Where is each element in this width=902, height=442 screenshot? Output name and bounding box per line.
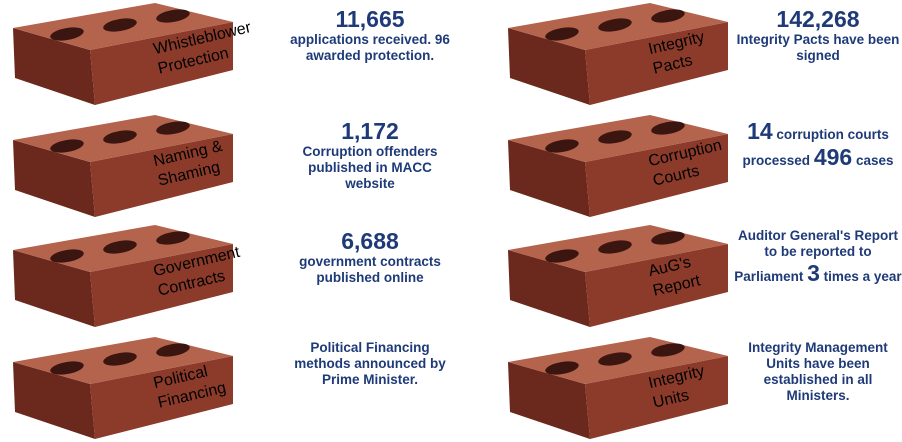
brick: CorruptionCourts	[508, 115, 728, 217]
brick-end	[13, 250, 95, 327]
stat-number: 142,268	[776, 6, 860, 32]
brick-front	[90, 134, 233, 217]
brick-hole	[651, 343, 685, 357]
brick: IntegrityUnits	[508, 337, 728, 439]
brick-hole	[50, 27, 84, 41]
stat-text: Auditor General's Report to be reported …	[734, 228, 898, 284]
stat-text: corruption courts processed	[742, 127, 889, 168]
brick-front	[585, 244, 728, 327]
brick-hole	[651, 231, 685, 245]
brick-hole	[50, 249, 84, 263]
stat-text: Integrity Pacts have been signed	[736, 32, 900, 63]
description: 6,688 government contracts published onli…	[285, 228, 455, 286]
brick-hole	[156, 9, 190, 23]
stat-number: 14	[747, 118, 773, 144]
brick-hole	[545, 249, 579, 263]
brick-front	[585, 22, 728, 105]
brick-front	[90, 244, 233, 327]
brick: AuG'sReport	[508, 225, 728, 327]
stat-text: times a year	[819, 269, 902, 284]
brick-end	[13, 28, 95, 105]
stat-text: cases	[852, 153, 894, 168]
stat-text: applications received. 96 awarded protec…	[290, 32, 450, 63]
stat-text: government contracts published online	[299, 254, 441, 285]
stat-text: Political Financing methods announced by…	[294, 340, 446, 387]
description: 14 corruption courts processed 496 cases	[733, 118, 902, 170]
description: Political Financing methods announced by…	[285, 340, 455, 388]
brick-front	[90, 22, 233, 105]
brick: IntegrityPacts	[508, 3, 728, 105]
description: 1,172 Corruption offenders published in M…	[285, 118, 455, 192]
brick-end	[508, 140, 590, 217]
brick-front	[585, 356, 728, 439]
brick-hole	[651, 121, 685, 135]
stat-number: 6,688	[341, 228, 399, 254]
brick-hole	[545, 27, 579, 41]
brick-front	[90, 356, 233, 439]
brick-hole	[545, 139, 579, 153]
brick-hole	[103, 18, 137, 32]
brick-end	[508, 250, 590, 327]
description: 11,665 applications received. 96 awarded …	[285, 6, 455, 64]
brick-hole	[156, 231, 190, 245]
stat-text: Integrity Management Units have been est…	[748, 340, 888, 403]
brick-hole	[651, 9, 685, 23]
brick: WhistleblowerProtection	[13, 3, 253, 105]
brick-hole	[598, 18, 632, 32]
brick-end	[508, 28, 590, 105]
brick-hole	[598, 352, 632, 366]
brick-end	[13, 140, 95, 217]
stat-number: 1,172	[341, 118, 399, 144]
stat-number: 496	[813, 144, 853, 170]
stat-number: 11,665	[335, 6, 405, 32]
brick-hole	[156, 121, 190, 135]
description: Auditor General's Report to be reported …	[733, 228, 902, 286]
brick-end	[13, 362, 95, 439]
brick-hole	[50, 361, 84, 375]
brick-hole	[598, 130, 632, 144]
brick-front	[585, 134, 728, 217]
brick: GovernmentContracts	[13, 225, 242, 327]
brick: Naming &Shaming	[13, 115, 233, 217]
brick-end	[508, 362, 590, 439]
brick-hole	[545, 361, 579, 375]
brick-hole	[598, 240, 632, 254]
brick-hole	[103, 352, 137, 366]
brick: PoliticalFinancing	[13, 337, 233, 439]
stat-text: Corruption offenders published in MACC w…	[302, 144, 438, 191]
brick-hole	[50, 139, 84, 153]
description: Integrity Management Units have been est…	[733, 340, 902, 404]
brick-hole	[156, 343, 190, 357]
brick-hole	[103, 240, 137, 254]
brick-hole	[103, 130, 137, 144]
stat-number: 3	[807, 260, 820, 286]
description: 142,268 Integrity Pacts have been signed	[733, 6, 902, 64]
